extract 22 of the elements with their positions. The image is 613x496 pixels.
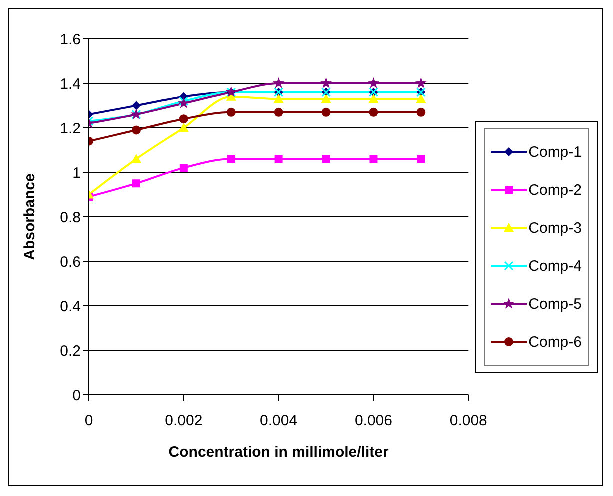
legend-label: Comp-6: [528, 334, 582, 350]
y-tick-label: 0.6: [60, 254, 81, 271]
y-tick-label: 1.2: [60, 120, 81, 138]
y-tick-label: 0: [72, 387, 81, 404]
x-tick-label: 0.004: [260, 412, 298, 430]
x-tick-label: 0.008: [450, 412, 488, 430]
y-tick-label: 1.4: [60, 76, 81, 93]
x-axis-title: Concentration in millimole/liter: [168, 444, 389, 461]
legend-label: Comp-3: [528, 220, 582, 236]
y-tick-label: 0.2: [60, 342, 81, 360]
legend-label: Comp-4: [528, 258, 582, 274]
y-tick-label: 0.8: [60, 209, 81, 226]
y-axis-title: Absorbance: [21, 174, 38, 260]
x-tick-label: 0.006: [354, 412, 393, 430]
x-tick-label: 0: [84, 412, 94, 430]
y-tick-label: 1: [72, 164, 81, 182]
legend-label: Comp-2: [528, 182, 582, 198]
legend-label: Comp-1: [528, 144, 582, 160]
y-tick-label: 1.6: [60, 31, 81, 48]
x-tick-label: 0.002: [165, 412, 203, 430]
y-tick-label: 0.4: [60, 298, 81, 316]
legend-label: Comp-5: [528, 296, 582, 312]
